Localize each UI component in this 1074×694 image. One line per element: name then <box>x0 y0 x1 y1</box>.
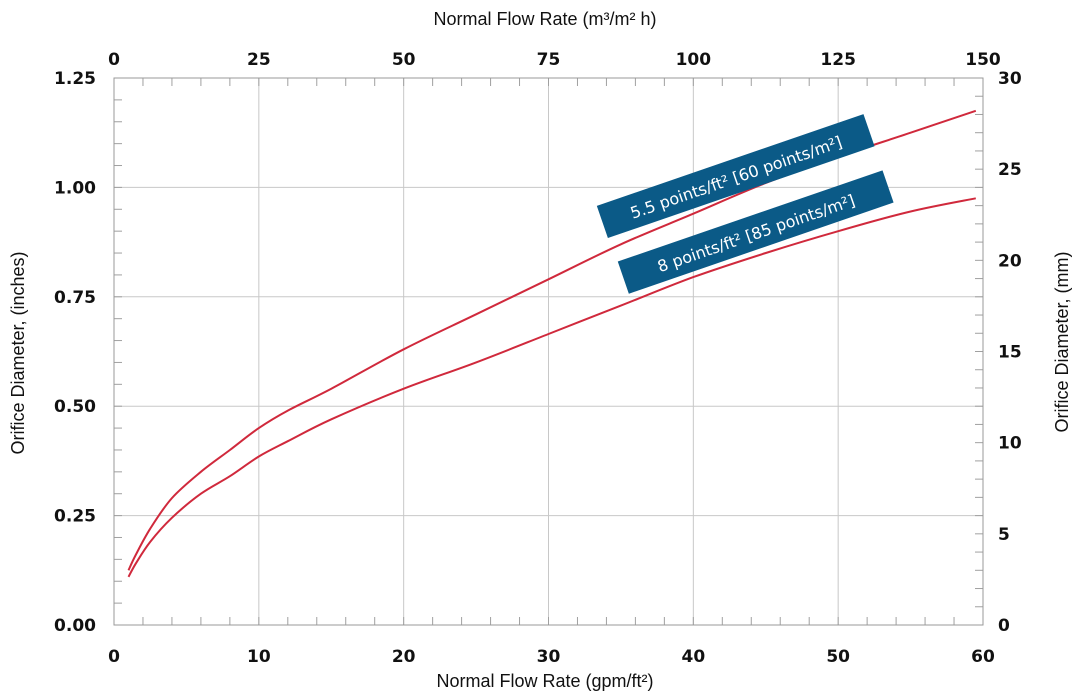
y2-axis-title: Orifice Diameter, (mm) <box>1052 251 1072 432</box>
series-label-2-bg <box>617 170 894 294</box>
y2-tick-label: 5 <box>998 525 1010 545</box>
series-line-1 <box>127 109 977 571</box>
y-tick-label: 0.25 <box>54 507 96 527</box>
x2-tick-label: 150 <box>965 50 1001 70</box>
x-tick-label: 30 <box>537 647 561 667</box>
y-tick-label: 1.00 <box>54 178 96 198</box>
y-tick-label: 0.50 <box>54 397 96 417</box>
y2-tick-label: 15 <box>998 343 1022 363</box>
x-tick-label: 0 <box>108 647 120 667</box>
x-tick-label: 20 <box>392 647 416 667</box>
x-tick-label: 40 <box>681 647 705 667</box>
x2-tick-label: 0 <box>108 50 120 70</box>
x-axis-title: Normal Flow Rate (gpm/ft²) <box>436 671 653 691</box>
y2-tick-label: 0 <box>998 616 1010 636</box>
y2-tick-label: 30 <box>998 69 1022 89</box>
tick-labels: 0 10 20 30 40 50 600 25 50 75 100 125 1500.000.250.5… <box>54 50 1022 667</box>
x2-axis-title: Normal Flow Rate (m³/m² h) <box>433 9 656 29</box>
y2-tick-label: 10 <box>998 434 1022 454</box>
series-line-2 <box>127 197 976 578</box>
x-tick-label: 60 <box>971 647 995 667</box>
x2-tick-label: 75 <box>537 50 561 70</box>
y-tick-label: 1.25 <box>54 69 96 89</box>
plot-frame <box>113 77 984 626</box>
series-layer <box>127 109 977 578</box>
y-tick-label: 0.75 <box>54 288 96 308</box>
y-axis-title: Orifice Diameter, (inches) <box>8 251 28 454</box>
series-label-1-bg <box>596 114 875 239</box>
x2-tick-label: 50 <box>392 50 416 70</box>
x-tick-label: 50 <box>826 647 850 667</box>
y-tick-label: 0.00 <box>54 616 96 636</box>
x2-tick-label: 100 <box>676 50 712 70</box>
x-tick-label: 10 <box>247 647 271 667</box>
grid <box>113 77 984 626</box>
y2-tick-label: 20 <box>998 251 1022 271</box>
x2-tick-label: 25 <box>247 50 271 70</box>
x2-tick-label: 125 <box>820 50 856 70</box>
y2-tick-label: 25 <box>998 160 1022 180</box>
